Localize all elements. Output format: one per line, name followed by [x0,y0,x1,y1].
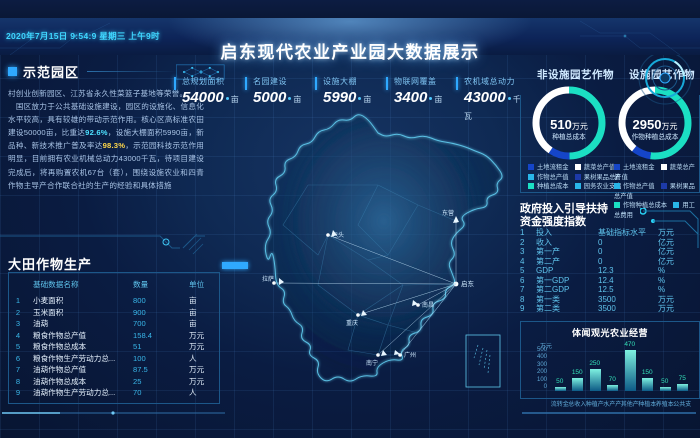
svg-text:重庆: 重庆 [346,319,358,327]
svg-text:南宁: 南宁 [366,359,378,367]
svg-text:拉萨: 拉萨 [262,275,274,283]
svg-text:东营: 东营 [442,209,454,217]
svg-text:广州: 广州 [404,351,416,359]
svg-text:南昌: 南昌 [422,301,434,309]
svg-text:启东: 启东 [461,279,475,288]
